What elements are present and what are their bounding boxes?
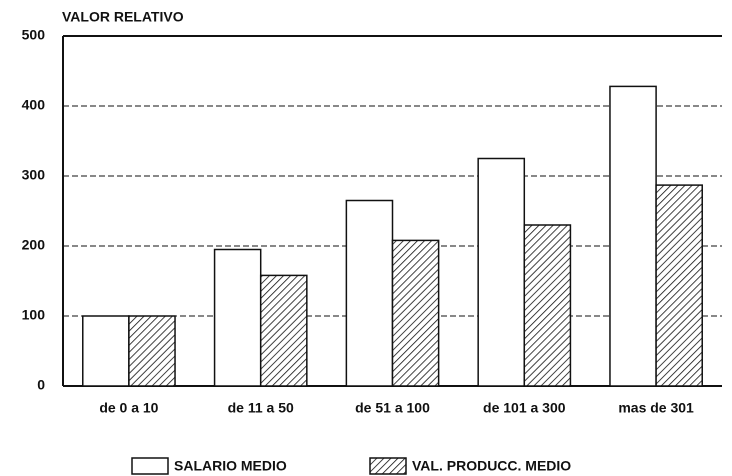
- x-tick-label: de 0 a 10: [99, 400, 158, 416]
- x-tick-label: mas de 301: [618, 400, 694, 416]
- x-tick-label: de 11 a 50: [228, 400, 294, 416]
- y-tick-label: 400: [22, 97, 46, 113]
- bar: [523, 224, 572, 387]
- legend-label: VAL. PRODUCC. MEDIO: [412, 458, 571, 474]
- x-tick-label: de 51 a 100: [355, 400, 430, 416]
- bar: [655, 184, 703, 387]
- bar: [609, 85, 657, 387]
- y-tick-label: 200: [22, 237, 46, 253]
- bar: [82, 315, 130, 387]
- x-tick-label: de 101 a 300: [483, 400, 566, 416]
- bar: [213, 248, 262, 387]
- legend-swatch: [369, 457, 407, 475]
- bar: [128, 315, 176, 387]
- bar: [345, 199, 394, 387]
- y-axis-label: VALOR RELATIVO: [62, 9, 184, 25]
- legend-label: SALARIO MEDIO: [174, 458, 287, 474]
- bar: [391, 239, 440, 387]
- bar: [259, 274, 308, 387]
- y-tick-label: 300: [22, 167, 46, 183]
- y-tick-label: 100: [22, 307, 46, 323]
- bar: [477, 157, 526, 387]
- legend-swatch: [131, 457, 169, 475]
- y-tick-label: 0: [37, 377, 45, 393]
- y-tick-label: 500: [22, 27, 46, 43]
